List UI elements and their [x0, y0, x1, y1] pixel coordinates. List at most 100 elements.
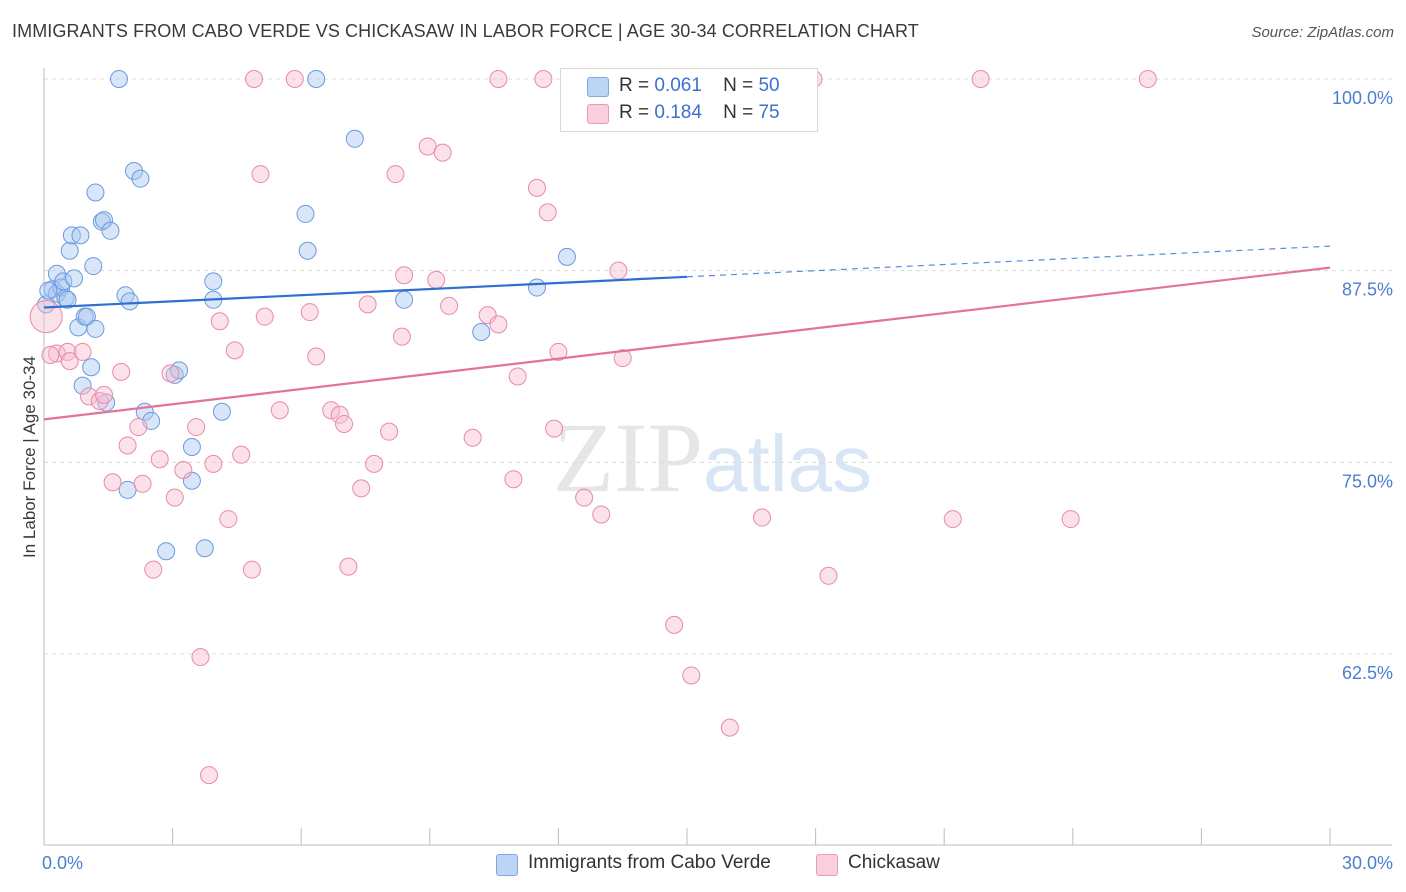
watermark: ZIPatlas: [553, 400, 872, 515]
data-point-cabo-verde: [101, 221, 120, 240]
watermark-zip: ZIP: [553, 402, 703, 513]
data-point-chickasaw: [339, 557, 358, 576]
data-point-cabo-verde: [212, 402, 231, 421]
data-point-chickasaw: [682, 666, 701, 685]
data-point-cabo-verde: [65, 269, 84, 288]
data-point-cabo-verde: [195, 539, 214, 558]
data-point-chickasaw: [609, 261, 628, 280]
chart-title: IMMIGRANTS FROM CABO VERDE VS CHICKASAW …: [12, 21, 919, 41]
data-point-chickasaw: [335, 415, 354, 433]
legend-n-label: N =: [723, 102, 754, 123]
legend-n-label: N =: [723, 75, 754, 96]
data-point-cabo-verde: [84, 257, 103, 276]
data-point-cabo-verde: [118, 480, 137, 499]
data-point-chickasaw: [538, 203, 557, 222]
data-point-chickasaw: [200, 766, 219, 785]
data-point-chickasaw: [73, 342, 92, 361]
data-point-cabo-verde: [86, 183, 105, 202]
data-point-chickasaw: [144, 560, 163, 579]
data-point-chickasaw: [489, 315, 508, 334]
data-point-chickasaw: [187, 418, 206, 437]
data-point-cabo-verde: [60, 241, 79, 260]
data-point-cabo-verde: [182, 438, 201, 456]
x-tick-label: 30.0%: [1342, 853, 1393, 873]
data-point-cabo-verde: [82, 358, 101, 377]
data-point-chickasaw: [242, 560, 261, 579]
data-point-cabo-verde: [204, 272, 223, 291]
data-point-cabo-verde: [95, 211, 114, 230]
source-label: Source: ZipAtlas.com: [1251, 24, 1394, 41]
data-point-cabo-verde: [131, 169, 150, 188]
data-point-chickasaw: [1138, 70, 1157, 88]
data-point-chickasaw: [204, 454, 223, 473]
data-point-cabo-verde: [86, 319, 105, 338]
data-point-cabo-verde: [472, 323, 491, 341]
legend-swatch-cabo-verde: [587, 77, 609, 97]
data-point-chickasaw: [210, 312, 229, 331]
data-point-cabo-verde: [58, 290, 77, 309]
data-point-chickasaw: [613, 349, 632, 368]
data-point-cabo-verde: [125, 162, 144, 180]
data-point-cabo-verde: [345, 129, 364, 148]
data-point-cabo-verde: [395, 290, 414, 309]
data-point-chickasaw: [365, 454, 384, 473]
data-point-chickasaw: [161, 364, 180, 383]
legend-r-label: R =: [619, 75, 650, 96]
data-point-chickasaw: [60, 352, 79, 371]
data-point-chickasaw: [440, 296, 459, 315]
bottom-legend-swatch-cabo-verde: [496, 854, 518, 876]
data-point-cabo-verde: [120, 292, 139, 311]
x-tick-label: 0.0%: [42, 853, 83, 873]
y-tick-label: 87.5%: [1342, 280, 1393, 300]
data-point-chickasaw: [463, 428, 482, 447]
data-point-cabo-verde: [298, 241, 317, 260]
bottom-legend-label: Immigrants from Cabo Verde: [528, 852, 771, 873]
data-point-chickasaw: [380, 422, 399, 441]
y-tick-label: 62.5%: [1342, 663, 1393, 683]
data-point-cabo-verde: [157, 542, 176, 561]
data-point-cabo-verde: [37, 295, 56, 314]
data-point-chickasaw: [943, 510, 962, 529]
data-point-chickasaw: [285, 70, 304, 88]
data-point-chickasaw: [330, 405, 349, 424]
y-tick-label: 100.0%: [1332, 88, 1393, 108]
data-point-chickasaw: [133, 474, 152, 493]
watermark-atlas: atlas: [703, 419, 872, 508]
data-point-cabo-verde: [77, 307, 96, 326]
data-point-chickasaw: [300, 303, 319, 322]
data-point-chickasaw: [103, 473, 122, 492]
data-point-chickasaw: [504, 470, 523, 489]
data-point-chickasaw: [322, 401, 341, 420]
data-point-chickasaw: [270, 401, 289, 420]
data-point-chickasaw: [395, 266, 414, 285]
data-point-chickasaw: [971, 70, 990, 88]
legend-swatch-chickasaw: [587, 104, 609, 124]
data-points: [29, 70, 1157, 785]
data-point-chickasaw: [819, 566, 838, 585]
data-point-chickasaw: [433, 143, 452, 162]
legend-n-value: 50: [758, 75, 780, 96]
data-point-chickasaw: [80, 387, 99, 406]
data-point-chickasaw: [255, 307, 274, 326]
legend-n-value: 75: [758, 102, 780, 123]
data-point-cabo-verde: [39, 281, 58, 300]
data-point-cabo-verde: [73, 376, 92, 395]
data-point-cabo-verde: [296, 204, 315, 223]
data-point-chickasaw: [129, 418, 148, 437]
data-point-chickasaw: [720, 718, 739, 737]
data-point-cabo-verde: [527, 278, 546, 297]
data-point-chickasaw: [534, 70, 553, 88]
data-point-cabo-verde: [47, 264, 66, 283]
data-point-chickasaw: [307, 347, 326, 366]
data-point-chickasaw: [174, 461, 193, 479]
data-point-chickasaw: [95, 385, 114, 404]
axes: [43, 68, 1392, 846]
data-point-cabo-verde: [307, 70, 326, 88]
y-tick-label: 75.0%: [1342, 471, 1393, 491]
data-point-chickasaw: [665, 615, 684, 634]
data-point-cabo-verde: [110, 70, 129, 88]
bottom-legend-swatch-chickasaw: [816, 854, 838, 876]
data-point-chickasaw: [489, 70, 508, 88]
data-point-chickasaw: [549, 342, 568, 361]
correlation-legend: R = 0.061 N = 50 R = 0.184 N = 75: [560, 68, 818, 132]
